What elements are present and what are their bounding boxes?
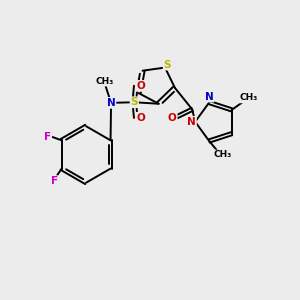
Text: CH₃: CH₃ [95, 77, 113, 86]
Text: F: F [44, 132, 51, 142]
Text: S: S [164, 60, 171, 70]
Text: N: N [205, 92, 214, 102]
Text: CH₃: CH₃ [240, 94, 258, 103]
Text: CH₃: CH₃ [214, 151, 232, 160]
Text: N: N [107, 98, 116, 108]
Text: O: O [137, 81, 146, 91]
Text: O: O [137, 113, 146, 123]
Text: F: F [51, 176, 58, 186]
Text: S: S [130, 97, 138, 107]
Text: O: O [168, 113, 177, 123]
Text: N: N [187, 117, 196, 127]
